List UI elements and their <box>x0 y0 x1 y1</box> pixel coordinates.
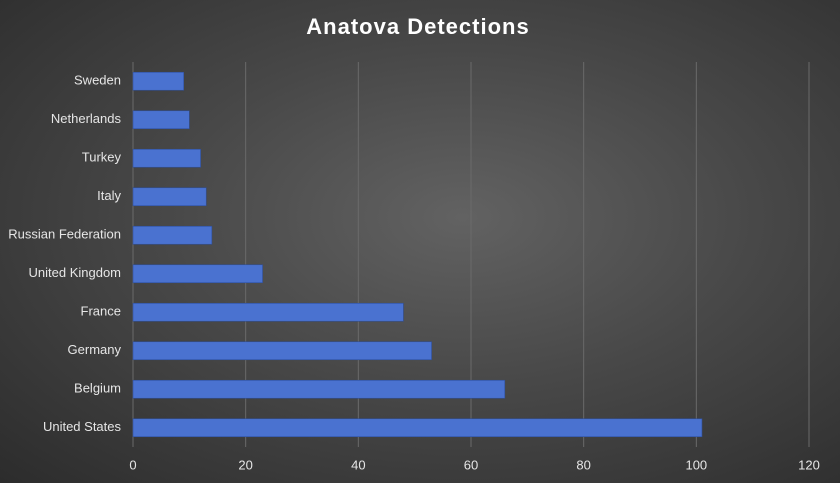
x-tick-label: 120 <box>798 457 820 472</box>
y-tick-label: France <box>81 304 121 319</box>
chart-title: Anatova Detections <box>306 14 529 39</box>
bar <box>132 302 404 322</box>
y-tick-label: Turkey <box>82 150 122 165</box>
x-tick-label: 0 <box>129 457 136 472</box>
bar <box>132 418 703 438</box>
x-tick-label: 40 <box>351 457 365 472</box>
y-tick-label: Sweden <box>74 73 121 88</box>
bar <box>132 110 190 130</box>
y-tick-label: United States <box>43 419 122 434</box>
bar <box>132 225 213 245</box>
y-tick-label: United Kingdom <box>29 265 122 280</box>
bar <box>132 71 185 91</box>
bar <box>132 379 506 399</box>
y-tick-label: Netherlands <box>51 111 122 126</box>
bar <box>132 148 201 168</box>
x-tick-label: 60 <box>464 457 478 472</box>
bar <box>132 341 432 361</box>
y-tick-label: Belgium <box>74 381 121 396</box>
x-tick-label: 20 <box>238 457 252 472</box>
bar <box>132 264 263 284</box>
y-tick-label: Russian Federation <box>8 227 121 242</box>
y-tick-label: Italy <box>97 188 121 203</box>
x-tick-label: 100 <box>685 457 707 472</box>
y-tick-label: Germany <box>68 342 122 357</box>
bar <box>132 187 207 207</box>
x-tick-label: 80 <box>576 457 590 472</box>
